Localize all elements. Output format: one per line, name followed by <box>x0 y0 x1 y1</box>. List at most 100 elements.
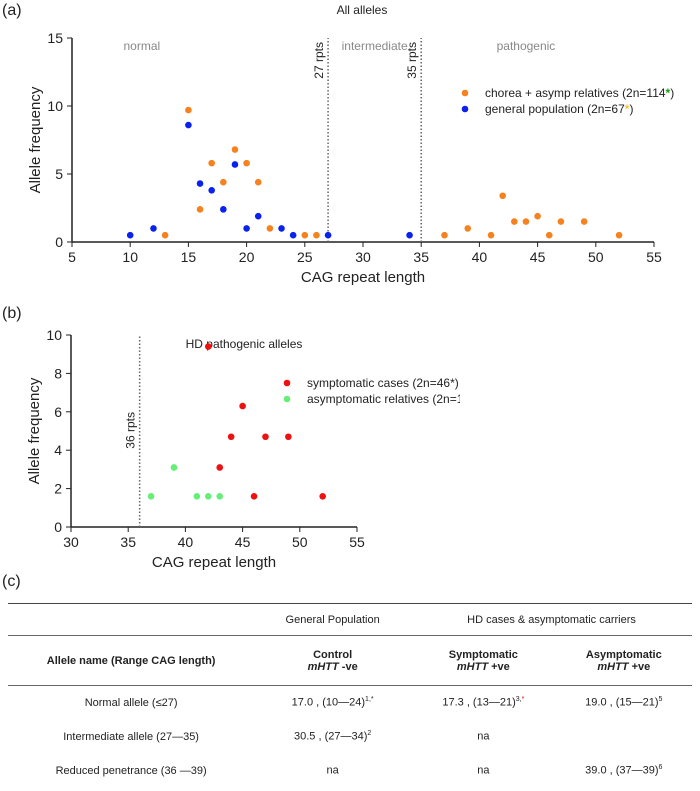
data-point <box>196 180 204 187</box>
allele-name: Reduced penetrance (36 —39) <box>55 764 207 777</box>
x-tick-label: 40 <box>472 249 488 265</box>
allele-name: Complete penetrance (≥40) <box>8 788 254 791</box>
legend-marker <box>461 105 469 113</box>
data-point <box>464 225 472 232</box>
data-point <box>216 492 224 500</box>
allele-summary-table: General Population HD cases & asymptomat… <box>8 603 692 791</box>
region-label: pathogenic <box>497 39 556 53</box>
data-point <box>278 225 285 232</box>
y-tick-label: 10 <box>47 98 63 114</box>
data-point <box>161 231 169 239</box>
data-point <box>266 225 274 232</box>
data-point <box>150 225 157 232</box>
chart-title: All alleles <box>337 3 388 17</box>
legend-text: chorea + asymp relatives (2n=114 <box>485 86 666 100</box>
region-label: intermediate <box>342 39 408 53</box>
x-axis-label: CAG repeat length <box>152 554 276 571</box>
legend-paren: ) <box>670 86 674 100</box>
data-point <box>262 433 269 441</box>
table-row: Reduced penetrance (36 —39) na na 39.0 , (3… <box>8 754 692 788</box>
legend-star: * <box>666 86 671 100</box>
legend-label: asymptomatic relatives (2n=12) <box>307 392 460 406</box>
data-point <box>185 106 192 114</box>
data-point <box>254 212 262 220</box>
data-point <box>499 192 506 200</box>
legend-marker <box>461 89 469 97</box>
x-tick-label: 5 <box>68 249 76 265</box>
data-point <box>170 464 178 471</box>
data-point <box>254 178 262 186</box>
data-point <box>239 402 246 410</box>
data-point <box>243 159 250 167</box>
cell-c2: na <box>477 764 490 777</box>
data-point <box>231 146 239 153</box>
y-tick-label: 2 <box>54 481 62 497</box>
data-point <box>534 212 541 220</box>
region-label: normal <box>123 39 160 53</box>
data-point <box>231 161 239 168</box>
data-point <box>220 178 227 186</box>
threshold-label: 35 rpts <box>405 42 419 79</box>
legend-label: symptomatic cases (2n=46*) <box>307 376 459 390</box>
legend-text: general population (2n=67 <box>485 102 625 116</box>
data-point <box>220 206 227 213</box>
y-axis-label: Allele frequency <box>26 377 43 484</box>
y-tick-label: 0 <box>55 234 63 250</box>
data-point <box>185 121 192 129</box>
y-tick-label: 4 <box>54 442 62 458</box>
data-point <box>285 433 292 441</box>
cell-c3 <box>556 720 692 754</box>
cell-c2: 17.3 , (13—21)3,* <box>442 696 525 710</box>
x-tick-label: 35 <box>120 534 136 550</box>
data-point <box>147 492 155 500</box>
threshold-label: 27 rpts <box>312 42 326 79</box>
legend-marker <box>283 379 291 387</box>
x-tick-label: 55 <box>349 534 365 550</box>
data-point <box>511 218 518 225</box>
cell-c3: 19.0 , (15—21)5 <box>585 696 663 710</box>
data-point <box>250 492 258 500</box>
cell-c1: 30.5 , (27—34)2 <box>294 730 372 743</box>
data-point <box>301 231 309 239</box>
panel-label-a: (a) <box>2 2 22 19</box>
x-tick-label: 45 <box>530 249 546 265</box>
col-header-asymptomatic: Asymptomatic mHTT +ve <box>585 648 662 673</box>
x-tick-label: 15 <box>181 249 197 265</box>
x-tick-label: 10 <box>122 249 138 265</box>
group-header-general: General Population <box>285 613 380 626</box>
x-tick-label: 50 <box>588 249 604 265</box>
x-tick-label: 50 <box>292 534 308 550</box>
x-tick-label: 20 <box>239 249 255 265</box>
table-row: Intermediate allele (27—35) 30.5 , (27—34… <box>8 720 692 754</box>
data-point <box>522 218 530 225</box>
data-point <box>406 231 413 239</box>
table-row: Normal allele (≤27) 17.0 , (10—24)1,* 17.3… <box>8 686 692 720</box>
legend-marker <box>283 395 291 403</box>
data-point <box>313 231 320 239</box>
panel-label-b: (b) <box>2 305 22 322</box>
data-point <box>208 187 215 194</box>
cell-c3: 40.0 , (37—43)7 <box>556 788 692 791</box>
data-point <box>126 231 134 239</box>
y-tick-label: 10 <box>46 327 62 343</box>
y-axis-label: Allele frequency <box>27 86 44 193</box>
data-point <box>227 433 235 441</box>
x-tick-label: 30 <box>355 249 371 265</box>
legend-text: symptomatic cases (2n=46*) <box>307 376 459 390</box>
allele-name: Normal allele (≤27) <box>84 696 178 709</box>
legend-star: * <box>625 102 630 116</box>
legend-label: general population (2n=67*) <box>485 102 633 116</box>
data-point <box>441 231 448 239</box>
x-tick-label: 45 <box>235 534 251 550</box>
data-point <box>243 225 250 232</box>
x-tick-label: 30 <box>63 534 79 550</box>
cell-c2: 45.0 , (42—52)4 <box>411 788 556 791</box>
col-header-control: Control mHTT -ve <box>307 648 358 673</box>
y-tick-label: 0 <box>54 519 62 535</box>
cell-c1: na <box>326 764 339 777</box>
col-header-allele: Allele name (Range CAG length) <box>46 654 216 667</box>
y-tick-label: 15 <box>47 30 63 46</box>
legend-paren: ) <box>629 102 633 116</box>
